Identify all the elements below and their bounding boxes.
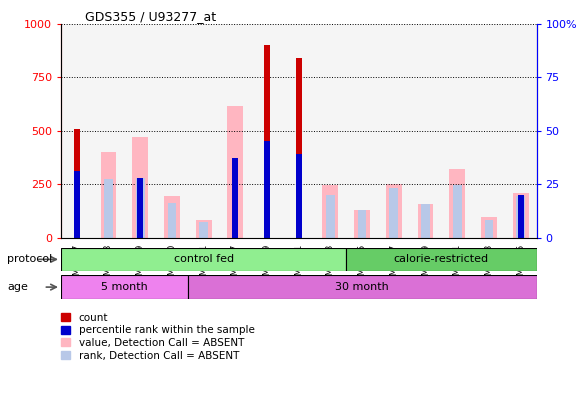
Bar <box>199 221 208 238</box>
Bar <box>296 154 302 238</box>
Bar <box>418 204 433 238</box>
Bar <box>484 221 494 238</box>
Bar <box>518 195 524 238</box>
Bar <box>354 210 370 238</box>
Text: calorie-restricted: calorie-restricted <box>394 254 489 265</box>
Text: 5 month: 5 month <box>101 282 148 292</box>
Bar <box>132 137 148 238</box>
Bar <box>386 184 402 238</box>
Bar <box>264 141 270 238</box>
Bar <box>481 217 497 238</box>
Bar <box>358 210 367 238</box>
Bar <box>389 188 398 238</box>
Text: GDS355 / U93277_at: GDS355 / U93277_at <box>85 10 216 23</box>
Bar <box>136 178 144 238</box>
Bar <box>61 248 346 271</box>
Bar <box>296 58 302 238</box>
Text: control fed: control fed <box>173 254 234 265</box>
Bar <box>195 221 212 238</box>
Bar <box>264 45 270 238</box>
Bar <box>233 158 238 238</box>
Bar <box>516 196 525 238</box>
Bar <box>74 129 79 238</box>
Bar <box>74 171 79 238</box>
Bar <box>453 185 462 238</box>
Bar <box>227 106 243 238</box>
Text: age: age <box>7 282 28 292</box>
Bar <box>513 193 528 238</box>
Text: protocol: protocol <box>7 254 52 265</box>
Bar <box>346 248 536 271</box>
Bar <box>326 195 335 238</box>
Bar <box>421 204 430 238</box>
Bar <box>61 275 188 299</box>
Bar <box>322 185 338 238</box>
Bar <box>168 204 176 238</box>
Bar <box>188 275 536 299</box>
Bar <box>137 178 143 238</box>
Bar <box>104 179 113 238</box>
Legend: count, percentile rank within the sample, value, Detection Call = ABSENT, rank, : count, percentile rank within the sample… <box>61 313 255 361</box>
Bar <box>450 169 465 238</box>
Text: 30 month: 30 month <box>335 282 389 292</box>
Bar <box>164 196 180 238</box>
Bar <box>100 152 117 238</box>
